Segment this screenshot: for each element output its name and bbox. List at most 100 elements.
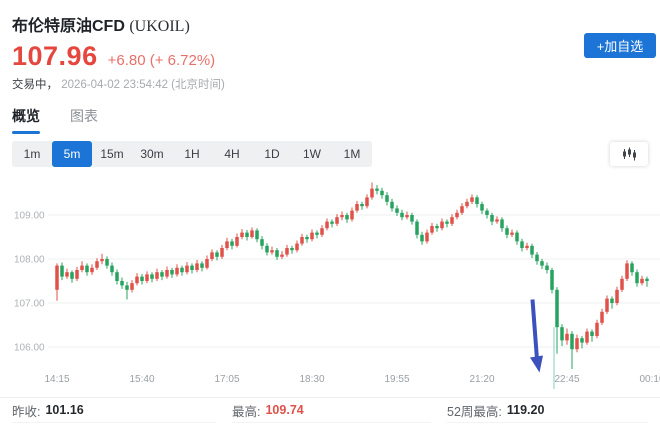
y-axis-label: 106.00 [14,343,45,354]
candle-body [420,234,424,242]
candle-body [550,270,554,290]
candle-body [390,201,394,209]
chart-toolbar: 1m 5m 15m 30m 1H 4H 1D 1W 1M [12,141,648,167]
interval-chip-5m[interactable]: 5m [52,141,92,167]
stat-label: 最高: [232,404,261,419]
candle-body [215,252,219,257]
candle-body [170,270,174,275]
stat-cell: 最高: 109.74 [232,398,431,423]
tab-overview[interactable]: 概览 [12,106,40,134]
candle-body [270,250,274,253]
candle-body [490,215,494,222]
quote-timestamp: 2026-04-02 23:54:42 (北京时间) [61,79,225,91]
x-axis-label: 00:10 [639,374,660,385]
candle-body [255,230,259,240]
interval-chip-1D[interactable]: 1D [264,147,280,161]
x-axis-label: 19:55 [384,374,409,385]
candle-body [225,241,229,248]
candle-body [510,232,514,235]
candle-body [175,267,179,275]
candle-body [515,232,519,242]
candle-body [380,190,384,196]
candle-body [250,230,254,237]
candle-body [200,263,204,268]
candle-body [75,270,79,279]
price-change: +6.80 (+ 6.72%) [107,52,216,69]
candle-body [645,278,649,281]
candle-body [245,232,249,237]
candle-body [575,338,579,350]
interval-chip-1M[interactable]: 1M [343,147,361,161]
candle-body [100,259,104,262]
chart-type-button[interactable] [610,142,648,166]
candle-body [500,219,504,229]
candle-body [580,338,584,343]
candle-body [300,237,304,244]
interval-selector: 1m 5m 15m 30m 1H 4H 1D 1W 1M [12,141,372,167]
y-axis-label: 108.00 [14,255,45,266]
candle-body [125,285,129,290]
interval-chip-15m[interactable]: 15m [100,147,124,161]
candle-body [605,298,609,312]
candle-body [555,289,559,328]
candle-body [195,263,199,270]
stat-label: 52周最高: [447,404,502,419]
candle-body [120,281,124,286]
candle-body [60,265,64,277]
candle-body [635,272,639,284]
candle-body [65,272,69,277]
x-axis-label: 15:40 [129,374,154,385]
interval-chip-1m[interactable]: 1m [23,147,41,161]
page-title: 布伦特原油CFD (UKOIL) [12,12,648,36]
interval-chip-4H[interactable]: 4H [224,147,240,161]
instrument-name: 布伦特原油CFD [12,18,125,35]
candle-body [385,195,389,202]
candle-body [135,276,139,284]
candle-body [110,265,114,273]
stat-label: 昨收: [12,404,41,419]
chart-area[interactable]: 109.00 108.00 107.00 106.00 14:15 15:40 17:05 1… [0,173,660,397]
candle-body [345,215,349,220]
stat-value: 119.20 [506,403,545,417]
interval-chip-1H[interactable]: 1H [184,147,200,161]
candle-body [210,252,214,259]
view-tabs: 概览 图表 [0,92,660,134]
instrument-symbol: (UKOIL) [129,18,190,35]
annotation-arrow-head [530,355,543,373]
candle-body [485,210,489,215]
interval-chip-1W[interactable]: 1W [303,147,321,161]
candle-body [220,248,224,257]
candle-body [640,278,644,284]
candle-body [290,248,294,251]
candle-body [365,197,369,207]
candle-body [465,201,469,207]
candle-body [335,217,339,224]
interval-chip-30m[interactable]: 30m [140,147,164,161]
candle-body [370,188,374,198]
candle-body [395,208,399,213]
candle-body [350,210,354,220]
candle-body [320,228,324,235]
stat-value: 101.16 [45,403,84,417]
stat-cell: 52周最高: 119.20 [447,398,648,423]
candle-body [375,188,379,191]
tab-chart[interactable]: 图表 [70,108,98,124]
candle-body [155,272,159,279]
candle-body [55,265,59,290]
stat-value: 109.74 [265,403,304,417]
candle-body [610,298,614,303]
candle-body [600,311,604,323]
candle-body [95,261,99,268]
candle-body [475,197,479,204]
x-axis-label: 22:45 [554,374,579,385]
candle-body [205,259,209,268]
candle-body [190,265,194,270]
add-watchlist-button[interactable]: +加自选 [584,33,656,58]
candle-body [525,245,529,248]
candlestick-chart[interactable]: 109.00 108.00 107.00 106.00 14:15 15:40 17:05 1… [0,173,660,392]
candle-body [360,204,364,207]
candle-body [455,212,459,218]
market-status: 交易中， 2026-04-02 23:54:42 (北京时间) [12,76,648,92]
candle-body [470,197,474,202]
candle-body [590,331,594,336]
